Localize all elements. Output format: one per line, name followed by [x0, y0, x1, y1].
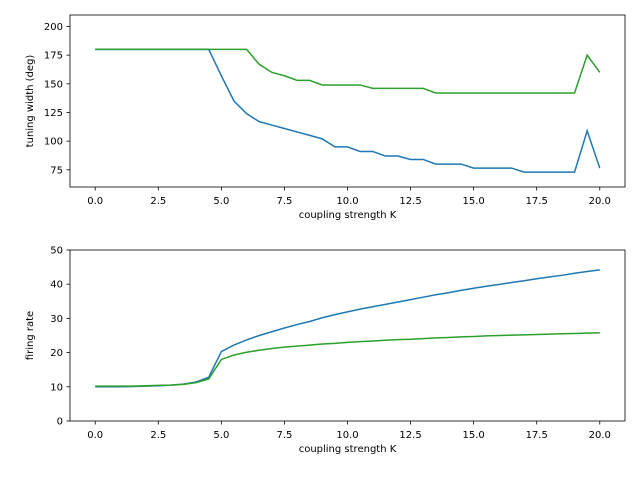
x-tick-label: 17.5 [526, 430, 548, 441]
x-tick-label: 7.5 [276, 430, 292, 441]
x-tick-label: 10.0 [336, 196, 358, 207]
x-tick-label: 10.0 [336, 430, 358, 441]
x-tick-label: 17.5 [526, 196, 548, 207]
x-tick-label: 15.0 [463, 196, 485, 207]
x-tick-label: 20.0 [589, 430, 611, 441]
y-tick-label: 40 [50, 280, 63, 291]
x-tick-label: 2.5 [150, 196, 166, 207]
y-tick-label: 50 [50, 246, 63, 257]
y-tick-label: 100 [44, 137, 63, 148]
series-line [95, 48, 601, 173]
x-tick-label: 12.5 [399, 430, 421, 441]
x-tick-label: 0.0 [87, 430, 103, 441]
x-tick-label: 0.0 [87, 196, 103, 207]
y-axis-label: tuning width (deg) [25, 55, 36, 148]
x-axis-label: coupling strength K [299, 444, 397, 455]
y-axis-label: firing rate [25, 311, 36, 360]
x-tick-label: 5.0 [213, 430, 229, 441]
x-tick-label: 2.5 [150, 430, 166, 441]
series-line [95, 332, 600, 387]
y-tick-label: 175 [44, 51, 63, 62]
series-line [95, 48, 601, 94]
x-tick-label: 15.0 [463, 430, 485, 441]
y-tick-label: 20 [50, 348, 63, 359]
x-tick-label: 7.5 [276, 196, 292, 207]
y-tick-label: 125 [44, 108, 63, 119]
y-tick-label: 30 [50, 314, 63, 325]
series-line [95, 269, 600, 388]
y-tick-label: 200 [44, 22, 63, 33]
y-tick-label: 0 [57, 417, 63, 428]
axes-frame [69, 14, 626, 188]
x-tick-label: 12.5 [399, 196, 421, 207]
y-tick-label: 150 [44, 79, 63, 90]
x-tick-label: 20.0 [589, 196, 611, 207]
x-axis-label: coupling strength K [299, 210, 397, 221]
y-tick-label: 75 [50, 165, 63, 176]
axes-frame [69, 249, 626, 422]
x-tick-label: 5.0 [213, 196, 229, 207]
y-tick-label: 10 [50, 382, 63, 393]
